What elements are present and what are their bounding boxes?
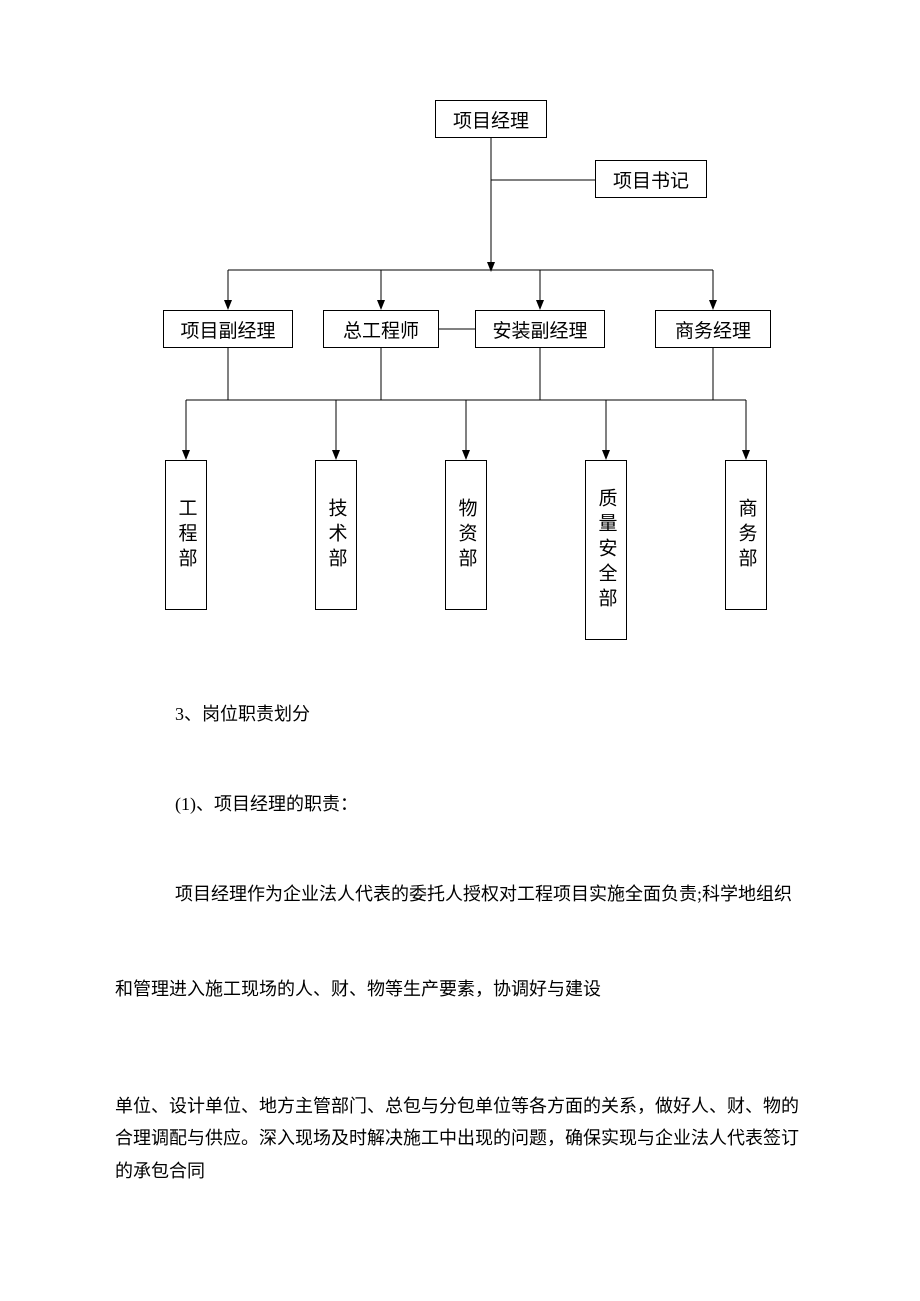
node-dept4: 质量安全部 xyxy=(585,460,627,640)
node-dept1: 工程部 xyxy=(165,460,207,610)
section-heading-3: 3、岗位职责划分 xyxy=(115,700,815,729)
node-deputy2: 总工程师 xyxy=(323,310,439,348)
paragraph-2: 和管理进入施工现场的人、财、物等生产要素，协调好与建设 xyxy=(115,975,815,1004)
node-deputy4: 商务经理 xyxy=(655,310,771,348)
node-dept5: 商务部 xyxy=(725,460,767,610)
node-deputy3: 安装副经理 xyxy=(475,310,605,348)
node-root: 项目经理 xyxy=(435,100,547,138)
node-deputy1: 项目副经理 xyxy=(163,310,293,348)
org-chart: 项目经理 项目书记 项目副经理 总工程师 安装副经理 商务经理 工程部 技术部 … xyxy=(135,100,815,645)
node-dept2: 技术部 xyxy=(315,460,357,610)
paragraph-3: 单位、设计单位、地方主管部门、总包与分包单位等各方面的关系，做好人、财、物的合理… xyxy=(115,1090,815,1187)
subsection-heading-1: (1)、项目经理的职责： xyxy=(115,790,815,819)
paragraph-1: 项目经理作为企业法人代表的委托人授权对工程项目实施全面负责;科学地组织 xyxy=(115,880,815,909)
node-dept3: 物资部 xyxy=(445,460,487,610)
node-secretary: 项目书记 xyxy=(595,160,707,198)
